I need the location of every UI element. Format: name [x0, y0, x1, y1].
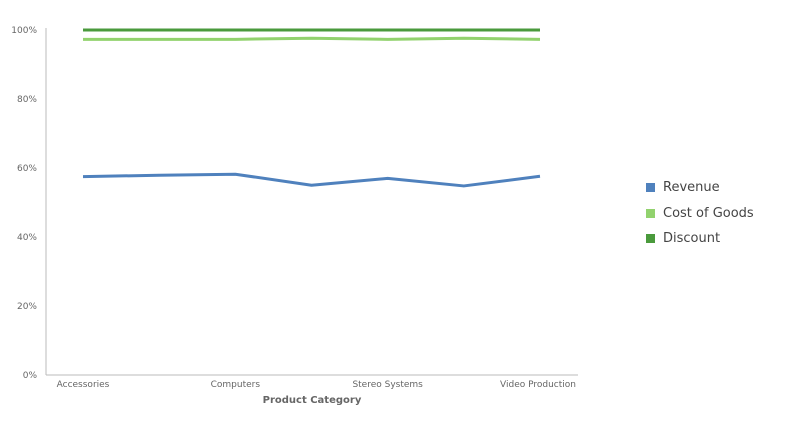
y-tick-label: 0% [23, 371, 38, 381]
y-tick-label: 80% [17, 95, 37, 105]
x-tick-label: Accessories [57, 380, 110, 390]
x-tick-label: Video Production [500, 380, 576, 390]
legend-item: Discount [646, 226, 754, 252]
y-tick-label: 40% [17, 233, 37, 243]
x-tick-label: Computers [211, 380, 261, 390]
x-axis-title: Product Category [263, 395, 362, 406]
series-line-revenue [82, 172, 541, 188]
y-tick-label: 20% [17, 302, 37, 312]
legend: Revenue Cost of Goods Discount [646, 175, 754, 252]
legend-swatch [646, 208, 655, 218]
x-axis-ticks: Accessories Computers Stereo Systems Video … [57, 380, 576, 390]
y-axis-ticks: 0% 20% 40% 60% 80% 100% [11, 26, 37, 381]
x-tick-label: Stereo Systems [352, 380, 423, 390]
series-lines [82, 28, 541, 188]
legend-item: Revenue [646, 175, 754, 201]
series-line-cost-of-goods [83, 36, 541, 41]
legend-label: Revenue [663, 180, 720, 196]
y-tick-label: 100% [11, 26, 37, 36]
legend-swatch [646, 234, 655, 244]
legend-item: Cost of Goods [646, 201, 754, 227]
legend-label: Discount [663, 231, 721, 247]
legend-swatch [646, 183, 655, 193]
y-tick-label: 60% [17, 164, 37, 174]
legend-label: Cost of Goods [663, 205, 754, 221]
chart-axes [45, 28, 578, 376]
